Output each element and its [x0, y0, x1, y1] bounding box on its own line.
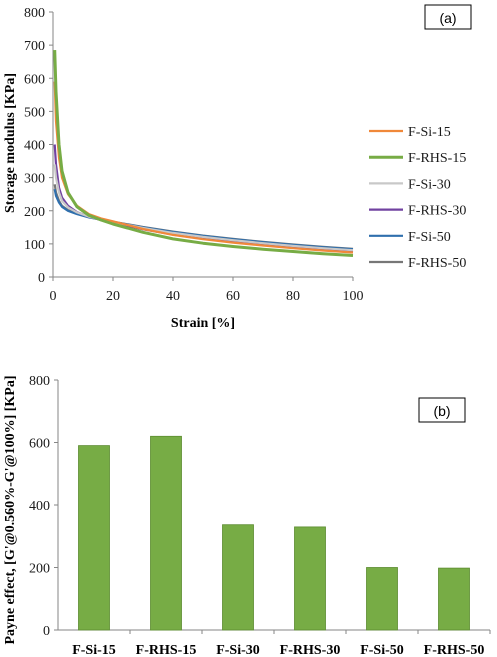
b-y-tick-labels: 0 200 400 600 800: [29, 374, 50, 639]
a-y-axis-label: Storage modulus [KPa]: [3, 73, 18, 213]
a-x-tick-label: 60: [226, 289, 240, 304]
b-y-tick-label: 800: [29, 374, 50, 389]
b-y-tick-label: 200: [29, 562, 50, 577]
b-bar-f-rhs-15: [150, 435, 182, 631]
a-legend-entry: F-Si-15: [408, 125, 451, 140]
a-legend-entry: F-Si-50: [408, 230, 451, 245]
b-category-label: F-Si-50: [360, 643, 404, 657]
a-y-tick-labels: 0 100 200 300 400 500 600 700 800: [24, 6, 45, 286]
b-bar-f-si-30: [222, 524, 254, 631]
a-series-line-f-si-30: [53, 164, 354, 252]
a-x-tick-label: 80: [286, 289, 300, 304]
a-x-tick-labels: 0 20 40 60 80 100: [50, 289, 364, 304]
a-x-tick-label: 20: [106, 289, 120, 304]
a-x-tick-label: 0: [50, 289, 57, 304]
b-category-label: F-RHS-15: [136, 643, 197, 657]
b-bar-f-si-50: [366, 567, 398, 631]
b-panel-label-box: [418, 397, 466, 423]
a-y-tick-label: 500: [24, 105, 45, 120]
b-y-tick-label: 600: [29, 437, 50, 452]
b-y-tick-label: 0: [43, 624, 50, 639]
b-bars: [78, 435, 470, 631]
a-series-lines: [53, 50, 354, 257]
b-category-label: F-Si-15: [72, 643, 116, 657]
a-series-line-f-rhs-15: [53, 50, 354, 257]
a-panel-label-box: [424, 4, 472, 30]
b-axes: [54, 379, 491, 634]
a-legend-entry: F-RHS-30: [408, 204, 466, 219]
a-x-tick-label: 40: [166, 289, 180, 304]
b-category-label: F-RHS-30: [280, 643, 341, 657]
a-y-tick-label: 200: [24, 205, 45, 220]
a-y-tick-label: 100: [24, 238, 45, 253]
a-panel-label: (a): [439, 10, 456, 26]
b-category-labels: F-Si-15 F-RHS-15 F-Si-30 F-RHS-30 F-Si-50 F-R…: [72, 643, 484, 657]
a-y-tick-label: 400: [24, 139, 45, 154]
b-category-label: F-RHS-50: [424, 643, 485, 657]
a-x-tick-label: 100: [343, 289, 364, 304]
a-y-tick-label: 600: [24, 72, 45, 87]
a-legend: F-Si-15 F-RHS-15 F-Si-30 F-RHS-30 F-Si-50 F-R…: [369, 125, 466, 271]
panel-a-line-chart: 0 100 200 300 400 500 600 700 800 0 20 40 60 80 100 F…: [3, 4, 472, 331]
a-y-tick-label: 0: [38, 271, 45, 286]
a-legend-entry: F-RHS-50: [408, 256, 466, 271]
b-bar-f-rhs-50: [438, 567, 470, 631]
b-category-label: F-Si-30: [216, 643, 260, 657]
b-panel-label: (b): [433, 403, 450, 419]
b-y-axis-label: Payne effect, [G'@0.560%-G'@100%] [KPa]: [3, 375, 18, 644]
b-bar-f-rhs-30: [294, 526, 326, 631]
b-y-tick-label: 400: [29, 499, 50, 514]
a-x-axis-label: Strain [%]: [171, 316, 235, 331]
a-y-tick-label: 300: [24, 172, 45, 187]
a-legend-entry: F-RHS-15: [408, 151, 466, 166]
a-axes: [49, 11, 354, 281]
a-legend-entry: F-Si-30: [408, 177, 451, 192]
a-series-line-f-si-15: [53, 81, 354, 254]
panel-b-bar-chart: 0 200 400 600 800 F-Si-15 F-RHS-15 F-Si-30 F-RH…: [3, 374, 491, 657]
a-y-tick-label: 700: [24, 39, 45, 54]
b-bar-f-si-15: [78, 445, 110, 631]
a-y-tick-label: 800: [24, 6, 45, 21]
